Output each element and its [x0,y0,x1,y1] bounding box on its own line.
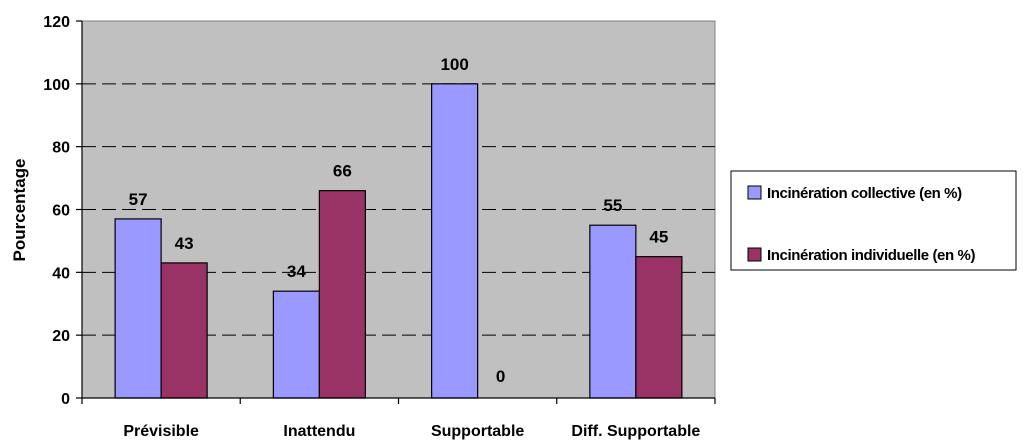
legend-label-collective: Incinération collective (en %) [767,185,962,202]
y-tick-label: 80 [52,140,70,157]
y-tick-label: 20 [52,328,70,345]
bar-collective [272,290,320,399]
x-tick-label: Supportable [431,423,524,440]
data-label: 66 [333,162,352,181]
bar-individual [318,190,366,399]
data-label: 100 [440,55,468,74]
bars [114,83,683,399]
bar-collective [114,218,162,399]
bar-individual [160,262,208,399]
y-tick-label: 0 [61,391,70,408]
bar-collective [431,83,479,399]
legend-swatch-collective [747,185,762,200]
y-tick-label: 60 [52,203,70,220]
axes [76,20,716,404]
data-label: 34 [287,262,306,281]
x-tick-label: Inattendu [283,423,355,440]
data-label: 0 [496,367,505,386]
y-tick-label: 40 [52,265,70,282]
legend: Incinération collective (en %) Incinérat… [730,170,1017,271]
x-tick-labels: Prévisible Inattendu Supportable Diff. Supp… [123,423,700,440]
x-tick-label: Diff. Supportable [571,423,700,440]
y-tick-label: 120 [43,14,70,31]
data-labels: 57 34 100 55 43 66 0 45 [129,55,669,386]
y-axis-title: Pourcentage [10,159,29,262]
bar-collective [589,224,637,399]
bar-individual [635,256,683,399]
data-label: 43 [175,234,194,253]
y-tick-labels: 0 20 40 60 80 100 120 [43,14,70,408]
data-label: 57 [129,190,148,209]
y-tick-label: 100 [43,77,70,94]
legend-frame [730,170,1017,271]
legend-label-individual: Incinération individuelle (en %) [767,247,975,264]
data-label: 55 [603,196,622,215]
data-label: 45 [649,228,668,247]
x-tick-label: Prévisible [123,423,199,440]
legend-swatch-individual [747,247,762,262]
